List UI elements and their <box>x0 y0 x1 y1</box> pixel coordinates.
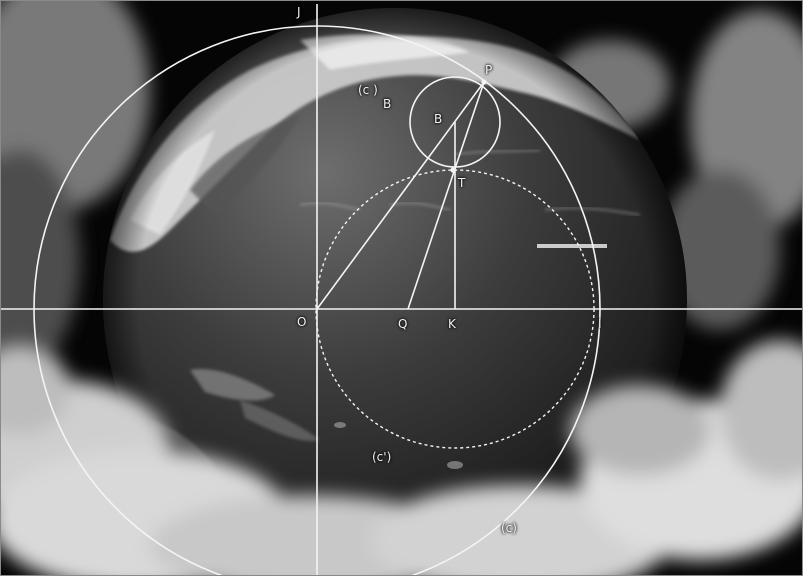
label-c-outer: (c) <box>501 521 517 535</box>
background-clouds <box>0 0 803 370</box>
outer-circle-c <box>33 25 601 576</box>
foreground-clouds <box>0 340 803 576</box>
label-k: K <box>448 317 456 331</box>
point-p-marker <box>481 79 487 85</box>
label-t: T <box>458 176 466 190</box>
label-b-inner: B <box>434 112 443 126</box>
label-i: I <box>598 317 602 331</box>
line-o-to-p <box>316 81 485 310</box>
globe <box>103 8 687 576</box>
globe-rim-shadow <box>103 8 687 576</box>
point-t-marker <box>450 167 456 173</box>
label-b-upper: B <box>383 97 392 111</box>
line-q-to-p <box>407 81 485 310</box>
construction-diagram <box>0 4 803 576</box>
label-c-top: (c ) <box>358 83 378 97</box>
label-p: P <box>485 63 493 77</box>
label-j: J <box>297 5 301 19</box>
label-o: O <box>297 315 307 329</box>
label-c-prime: (c') <box>372 450 392 464</box>
label-q: Q <box>398 317 408 331</box>
